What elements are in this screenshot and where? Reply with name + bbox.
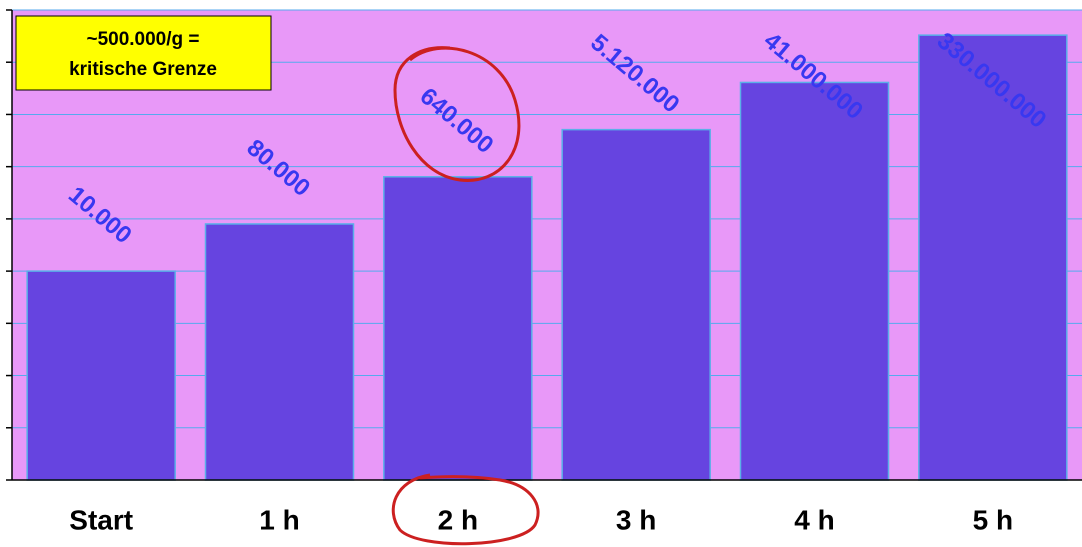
x-tick-label: 2 h xyxy=(438,504,478,535)
annotation-line: ~500.000/g = xyxy=(86,29,199,50)
highlight-circle xyxy=(391,473,540,546)
annotation-line: kritische Grenze xyxy=(69,59,217,80)
bar xyxy=(383,176,533,481)
x-tick-label: 3 h xyxy=(616,504,656,535)
x-tick-label: Start xyxy=(69,504,133,535)
x-tick-label: 4 h xyxy=(794,504,834,535)
bar xyxy=(204,223,355,481)
x-tick-label: 5 h xyxy=(973,504,1013,535)
bar xyxy=(739,81,890,481)
bar xyxy=(918,34,1068,481)
annotation-box xyxy=(15,15,272,91)
x-tick-label: 1 h xyxy=(259,504,299,535)
grid xyxy=(6,9,1082,481)
bar xyxy=(26,270,176,481)
highlight-circle xyxy=(393,46,521,182)
bars xyxy=(26,34,1068,481)
bar xyxy=(561,128,711,481)
